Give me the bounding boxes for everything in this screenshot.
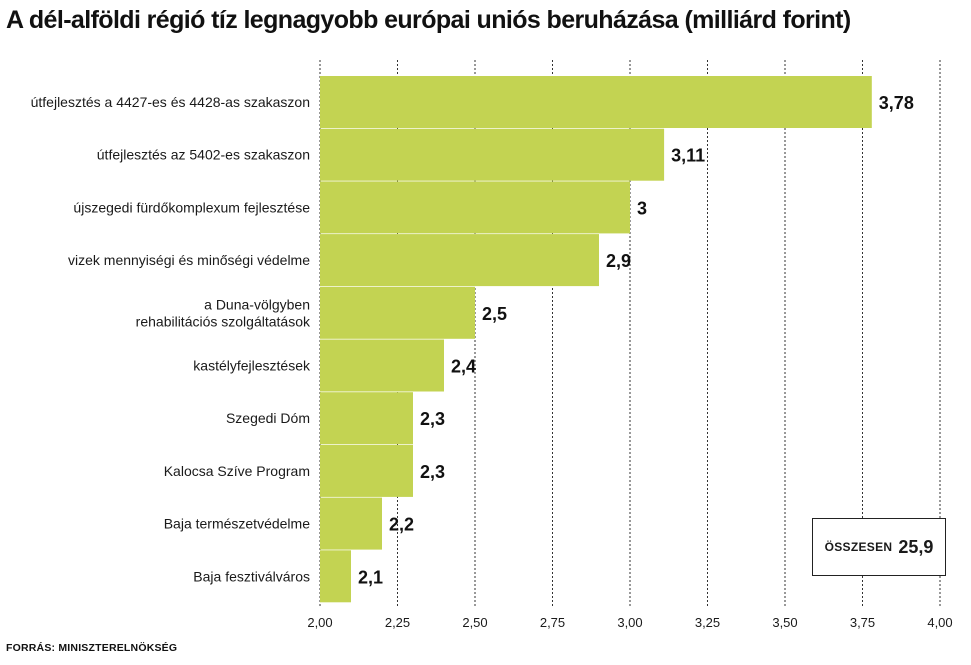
bar — [320, 339, 444, 392]
x-tick-label: 2,25 — [385, 615, 410, 630]
bars — [320, 76, 872, 603]
x-tick-label: 4,00 — [927, 615, 952, 630]
x-tick-label: 3,50 — [772, 615, 797, 630]
category-label: útfejlesztés az 5402-es szakaszon — [97, 147, 310, 163]
x-tick-label: 2,50 — [462, 615, 487, 630]
total-value: 25,9 — [898, 536, 934, 557]
x-tick-label: 3,00 — [617, 615, 642, 630]
value-label: 2,9 — [606, 251, 631, 271]
bar — [320, 128, 665, 181]
bar — [320, 181, 630, 234]
category-label: Baja természetvédelme — [164, 516, 311, 532]
x-tick-label: 3,75 — [850, 615, 875, 630]
value-labels: 3,78 3,11 3 2,9 2,5 2,4 2,3 2,3 2,2 2,1 — [358, 93, 914, 587]
value-label: 2,1 — [358, 567, 383, 587]
value-label: 2,3 — [420, 409, 445, 429]
bar — [320, 76, 872, 128]
x-tick-label: 2,00 — [307, 615, 332, 630]
category-label: rehabilitációs szolgáltatások — [136, 313, 311, 329]
bar — [320, 392, 413, 445]
bar — [320, 497, 382, 550]
x-axis-ticks: 2,00 2,25 2,50 2,75 3,00 3,25 3,50 3,75 4,00 — [307, 615, 952, 630]
chart-title: A dél-alföldi régió tíz legnagyobb európ… — [6, 6, 851, 34]
x-tick-label: 3,25 — [695, 615, 720, 630]
value-label: 2,3 — [420, 462, 445, 482]
bar — [320, 234, 599, 287]
value-label: 2,5 — [482, 304, 507, 324]
category-label: Szegedi Dóm — [226, 410, 310, 426]
value-label: 3,11 — [671, 146, 705, 166]
value-label: 3,78 — [879, 93, 914, 113]
category-label: kastélyfejlesztések — [193, 358, 311, 374]
category-labels: útfejlesztés a 4427-es és 4428-as szakas… — [31, 94, 311, 584]
category-label: Baja fesztiválváros — [193, 568, 310, 584]
bar — [320, 286, 475, 339]
value-label: 2,4 — [451, 357, 476, 377]
value-label: 3 — [637, 198, 647, 218]
source-note: FORRÁS: MINISZTERELNÖKSÉG — [6, 642, 178, 654]
total-label: ÖSSZESEN — [824, 540, 893, 554]
category-label: Kalocsa Szíve Program — [164, 463, 310, 479]
bar — [320, 444, 413, 497]
total-box: ÖSSZESEN 25,9 — [812, 518, 946, 576]
category-label: vizek mennyiségi és minőségi védelme — [68, 252, 310, 268]
category-label: a Duna-völgyben — [204, 296, 310, 312]
value-label: 2,2 — [389, 515, 414, 535]
bar — [320, 550, 351, 603]
category-label: újszegedi fürdőkomplexum fejlesztése — [73, 199, 310, 215]
category-label: útfejlesztés a 4427-es és 4428-as szakas… — [31, 94, 310, 110]
x-tick-label: 2,75 — [540, 615, 565, 630]
